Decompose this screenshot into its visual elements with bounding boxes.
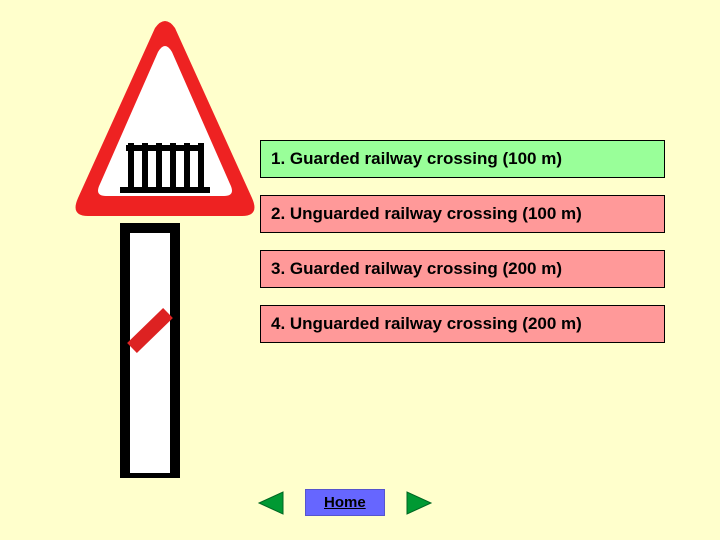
- prev-arrow-icon[interactable]: [255, 490, 285, 516]
- option-1[interactable]: 1. Guarded railway crossing (100 m): [260, 140, 665, 178]
- option-2[interactable]: 2. Unguarded railway crossing (100 m): [260, 195, 665, 233]
- answer-options: 1. Guarded railway crossing (100 m) 2. U…: [260, 140, 665, 360]
- next-arrow-icon[interactable]: [405, 490, 435, 516]
- road-sign: [70, 18, 270, 483]
- option-3[interactable]: 3. Guarded railway crossing (200 m): [260, 250, 665, 288]
- option-4[interactable]: 4. Unguarded railway crossing (200 m): [260, 305, 665, 343]
- home-button[interactable]: Home: [305, 489, 385, 516]
- navigation: Home: [255, 489, 435, 516]
